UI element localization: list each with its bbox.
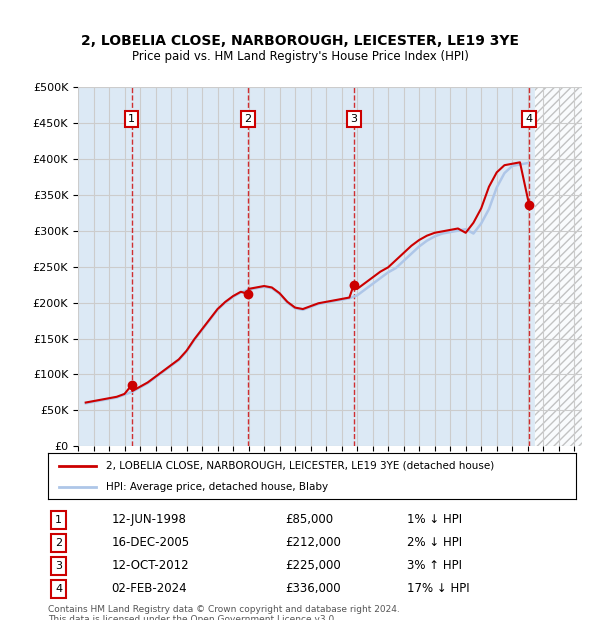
Text: Price paid vs. HM Land Registry's House Price Index (HPI): Price paid vs. HM Land Registry's House … (131, 50, 469, 63)
Text: £212,000: £212,000 (286, 536, 341, 549)
Text: 2: 2 (55, 538, 62, 548)
Text: 1% ↓ HPI: 1% ↓ HPI (407, 513, 462, 526)
Text: 12-OCT-2012: 12-OCT-2012 (112, 559, 189, 572)
Text: 2% ↓ HPI: 2% ↓ HPI (407, 536, 462, 549)
Text: 12-JUN-1998: 12-JUN-1998 (112, 513, 186, 526)
Text: £336,000: £336,000 (286, 582, 341, 595)
Bar (535, 87, 582, 446)
Text: 1: 1 (55, 515, 62, 525)
Bar (535, 87, 582, 446)
Text: 17% ↓ HPI: 17% ↓ HPI (407, 582, 470, 595)
Text: 3% ↑ HPI: 3% ↑ HPI (407, 559, 462, 572)
Text: 2, LOBELIA CLOSE, NARBOROUGH, LEICESTER, LE19 3YE: 2, LOBELIA CLOSE, NARBOROUGH, LEICESTER,… (81, 34, 519, 48)
Text: 3: 3 (350, 114, 358, 124)
Text: HPI: Average price, detached house, Blaby: HPI: Average price, detached house, Blab… (106, 482, 328, 492)
Text: 3: 3 (55, 561, 62, 571)
Text: 4: 4 (526, 114, 533, 124)
Text: 4: 4 (55, 584, 62, 594)
Text: 02-FEB-2024: 02-FEB-2024 (112, 582, 187, 595)
Text: £85,000: £85,000 (286, 513, 334, 526)
Text: 2: 2 (244, 114, 251, 124)
Text: 1: 1 (128, 114, 135, 124)
Text: 2, LOBELIA CLOSE, NARBOROUGH, LEICESTER, LE19 3YE (detached house): 2, LOBELIA CLOSE, NARBOROUGH, LEICESTER,… (106, 461, 494, 471)
Text: £225,000: £225,000 (286, 559, 341, 572)
Text: Contains HM Land Registry data © Crown copyright and database right 2024.
This d: Contains HM Land Registry data © Crown c… (48, 604, 400, 620)
Text: 16-DEC-2005: 16-DEC-2005 (112, 536, 190, 549)
